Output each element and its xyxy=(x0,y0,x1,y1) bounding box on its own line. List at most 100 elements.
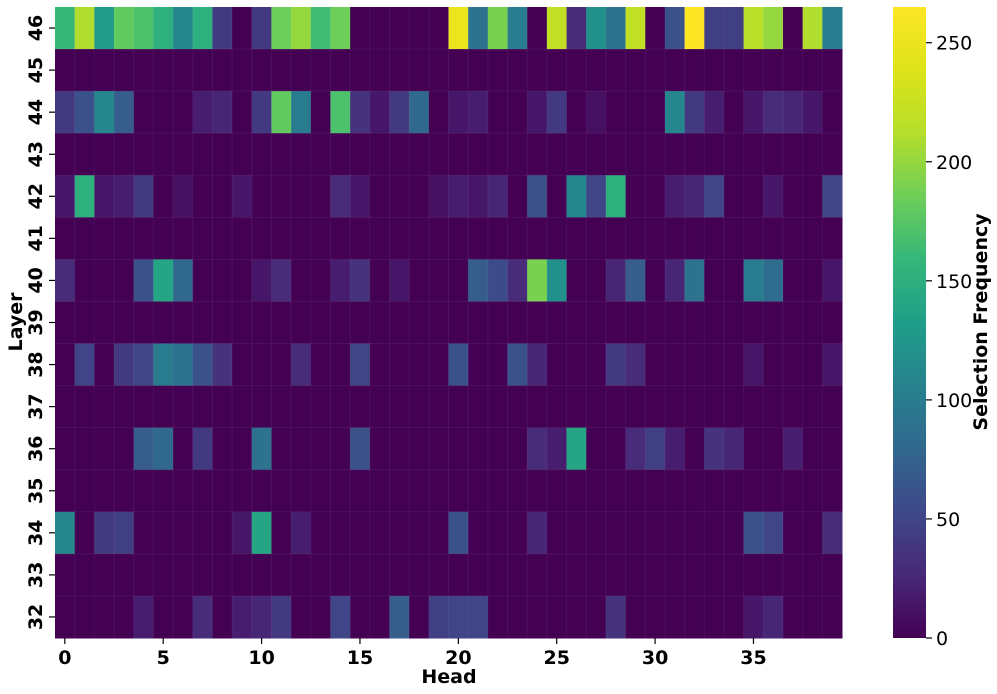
heatmap-cell xyxy=(507,301,528,345)
heatmap-cell xyxy=(664,133,686,176)
colorbar xyxy=(893,7,926,638)
heatmap-cell xyxy=(212,553,233,597)
heatmap-cell xyxy=(389,7,410,50)
heatmap-cell xyxy=(664,259,686,302)
heatmap-cell xyxy=(428,133,449,176)
heatmap-cell xyxy=(527,175,548,218)
heatmap-cell xyxy=(822,91,843,134)
heatmap-cell xyxy=(822,427,843,471)
heatmap-cell xyxy=(251,259,272,302)
x-tick-label: 15 xyxy=(347,647,373,669)
heatmap-cell xyxy=(114,7,135,50)
heatmap-cell xyxy=(448,301,469,345)
heatmap-cell xyxy=(684,427,705,471)
heatmap-cell xyxy=(684,133,705,176)
heatmap-cell xyxy=(251,469,272,513)
heatmap-cell xyxy=(468,427,489,471)
heatmap-cell xyxy=(232,301,253,345)
heatmap-cell xyxy=(55,427,76,471)
heatmap-cell xyxy=(94,385,115,429)
heatmap-cell xyxy=(704,385,725,429)
heatmap-cell xyxy=(743,343,764,387)
heatmap-cell xyxy=(409,595,430,639)
heatmap-cell xyxy=(802,133,823,176)
heatmap-cell xyxy=(586,427,607,471)
heatmap-cell xyxy=(723,343,745,387)
heatmap-cell xyxy=(605,133,627,176)
heatmap-cell xyxy=(251,133,272,176)
heatmap-cell xyxy=(625,175,646,218)
heatmap-cell xyxy=(645,91,666,134)
heatmap-cell xyxy=(605,301,627,345)
heatmap-cell xyxy=(330,91,351,134)
heatmap-cell xyxy=(369,7,390,50)
heatmap-cell xyxy=(704,7,725,50)
heatmap-cell xyxy=(94,511,115,555)
heatmap-cell xyxy=(586,343,607,387)
heatmap-cell xyxy=(114,511,135,555)
heatmap-cell xyxy=(645,49,666,92)
heatmap-cell xyxy=(173,217,194,260)
heatmap-cell xyxy=(389,49,410,92)
heatmap-cell xyxy=(448,259,469,302)
heatmap-cell xyxy=(468,511,489,555)
heatmap-cell xyxy=(330,343,351,387)
y-tick-label: 43 xyxy=(25,141,47,167)
heatmap-cell xyxy=(291,553,312,597)
heatmap-cell xyxy=(350,49,371,92)
x-tick-label: 20 xyxy=(445,647,471,669)
heatmap-cell xyxy=(114,553,135,597)
heatmap-cell xyxy=(468,7,489,50)
heatmap-cell xyxy=(822,7,843,50)
heatmap-cell xyxy=(802,217,823,260)
heatmap-cell xyxy=(389,511,410,555)
heatmap-cell xyxy=(645,553,666,597)
heatmap-cell xyxy=(350,91,371,134)
heatmap-cell xyxy=(487,595,509,639)
heatmap-cell xyxy=(566,133,587,176)
heatmap-cell xyxy=(763,343,784,387)
heatmap-cell xyxy=(487,49,509,92)
heatmap-cell xyxy=(350,427,371,471)
heatmap-cell xyxy=(527,217,548,260)
heatmap-cell xyxy=(723,133,745,176)
colorbar-tick-label: 200 xyxy=(936,152,972,174)
heatmap-cell xyxy=(723,91,745,134)
heatmap-cell xyxy=(232,217,253,260)
heatmap-cell xyxy=(546,469,568,513)
heatmap-cell xyxy=(153,91,174,134)
heatmap-cell xyxy=(232,259,253,302)
heatmap-cell xyxy=(664,7,686,50)
heatmap-cell xyxy=(546,91,568,134)
heatmap-cell xyxy=(409,385,430,429)
heatmap-cell xyxy=(409,301,430,345)
heatmap-cell xyxy=(645,217,666,260)
heatmap-cell xyxy=(74,133,95,176)
heatmap-cell xyxy=(546,553,568,597)
heatmap-cell xyxy=(645,469,666,513)
heatmap-cell xyxy=(232,385,253,429)
heatmap-cell xyxy=(782,259,804,302)
heatmap-cell xyxy=(192,175,213,218)
heatmap-cell xyxy=(527,427,548,471)
heatmap-cell xyxy=(192,595,213,639)
heatmap-cell xyxy=(566,91,587,134)
heatmap-cell xyxy=(566,511,587,555)
heatmap-cell xyxy=(763,385,784,429)
heatmap-cell xyxy=(625,427,646,471)
heatmap-cell xyxy=(782,175,804,218)
heatmap-cell xyxy=(723,49,745,92)
heatmap-cell xyxy=(704,259,725,302)
heatmap-cell xyxy=(153,301,174,345)
heatmap-cell xyxy=(468,385,489,429)
heatmap-cell xyxy=(232,427,253,471)
heatmap-cell xyxy=(212,175,233,218)
heatmap-cell xyxy=(507,217,528,260)
heatmap-cell xyxy=(192,49,213,92)
heatmap-cell xyxy=(664,553,686,597)
heatmap-cell xyxy=(684,469,705,513)
heatmap-cell xyxy=(645,175,666,218)
heatmap-cell xyxy=(428,343,449,387)
heatmap-cell xyxy=(802,553,823,597)
